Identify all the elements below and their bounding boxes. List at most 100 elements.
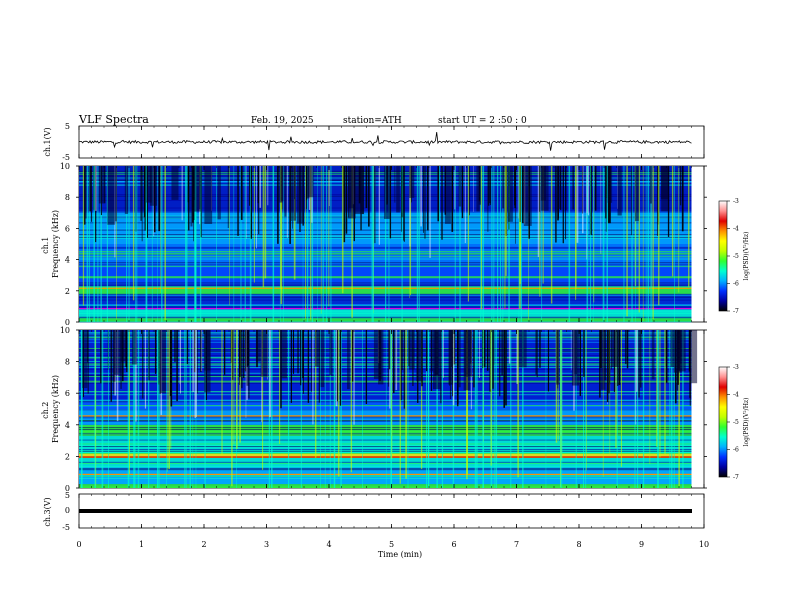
colorbar-tick-label: -4 <box>733 226 739 233</box>
sferic-streak <box>317 166 318 322</box>
sferic-streak <box>678 330 680 487</box>
sferic-streak <box>133 330 134 488</box>
ch2-spec-ylabel: ch.2 Frequency (kHz) <box>41 375 60 443</box>
station-label: station=ATH <box>343 116 402 126</box>
sferic-streak <box>609 330 611 455</box>
sferic-streak <box>158 330 160 385</box>
sferic-streak <box>199 166 202 322</box>
sferic-streak <box>311 166 314 322</box>
sferic-streak <box>258 166 260 235</box>
sferic-streak <box>482 330 484 488</box>
sferic-streak <box>480 166 482 322</box>
sferic-streak <box>615 330 617 449</box>
sferic-streak <box>232 330 234 380</box>
sferic-streak <box>279 330 281 444</box>
spectral-line <box>79 449 692 450</box>
spectral-line <box>79 394 692 396</box>
dark-patch <box>82 330 88 389</box>
spectral-line <box>79 431 692 432</box>
sferic-streak <box>290 330 292 403</box>
sferic-streak <box>89 166 91 212</box>
sferic-streak <box>227 166 229 229</box>
sferic-streak <box>645 166 647 322</box>
sferic-streak <box>388 166 390 322</box>
spectral-line <box>79 367 692 368</box>
spectral-line <box>79 462 692 464</box>
colorbar-tick-label: -7 <box>733 474 739 481</box>
sferic-streak <box>405 330 407 479</box>
sferic-streak <box>401 330 403 370</box>
sferic-streak <box>489 166 491 204</box>
sferic-streak <box>300 330 302 488</box>
sferic-streak <box>389 330 391 409</box>
spectral-line <box>79 446 692 447</box>
sferic-streak <box>141 166 143 242</box>
strong-spectral-line <box>79 456 692 458</box>
spectral-line <box>79 399 692 401</box>
sferic-streak <box>335 330 338 407</box>
ch1-colorbar: -3 -4 -5 -6 -7 log(PSD)(V²/Hz) <box>718 198 750 315</box>
sferic-streak <box>499 330 501 397</box>
sferic-streak <box>161 166 163 322</box>
xtick-label: 5 <box>389 540 394 549</box>
sferic-streak <box>137 330 140 488</box>
sferic-streak <box>528 166 529 320</box>
ch3-waveform-panel: 5 0 -5 ch.3(V) <box>43 491 705 532</box>
sferic-streak <box>350 330 353 473</box>
figure-title: VLF Spectra <box>78 113 149 126</box>
sferic-streak <box>128 330 130 488</box>
sferic-streak <box>300 330 302 386</box>
dark-patch <box>329 330 333 376</box>
sferic-streak <box>502 166 504 322</box>
spectral-line <box>79 361 692 362</box>
sferic-streak <box>302 330 304 379</box>
sferic-streak <box>262 330 264 470</box>
ch2-colorbar-label: log(PSD)(V²/Hz) <box>743 398 750 447</box>
spectral-line <box>79 450 692 452</box>
spectral-line <box>79 477 692 479</box>
sferic-streak <box>95 166 97 211</box>
spectral-line <box>79 401 692 403</box>
sferic-streak <box>595 166 597 211</box>
sferic-streak <box>473 330 475 388</box>
sferic-streak <box>312 330 314 425</box>
sferic-streak <box>223 330 226 375</box>
sferic-streak <box>328 166 330 307</box>
sferic-streak <box>389 330 391 370</box>
sferic-streak <box>292 166 293 229</box>
sferic-streak <box>371 166 373 322</box>
spectral-line <box>79 356 692 358</box>
sferic-streak <box>184 330 186 488</box>
sferic-streak <box>681 166 684 232</box>
dark-patch <box>98 166 106 204</box>
sferic-streak <box>391 330 393 460</box>
ch2-spectrogram-panel: 0 2 4 6 8 10 ch.2 Frequency (kHz) <box>41 326 707 493</box>
sferic-streak <box>168 330 170 470</box>
sferic-streak <box>667 166 670 237</box>
dark-patch <box>396 166 400 213</box>
sferic-streak <box>539 330 541 368</box>
sferic-streak <box>495 330 498 488</box>
sferic-streak <box>479 330 480 378</box>
spectral-line <box>79 375 692 376</box>
ch1-waveform-line <box>79 131 692 151</box>
sferic-streak <box>169 330 172 397</box>
sferic-streak <box>272 166 275 322</box>
ch2-spec-ylabel-channel: ch.2 <box>41 402 50 419</box>
dark-patch <box>296 166 305 224</box>
ytick-label: 8 <box>65 193 70 202</box>
sferic-streak <box>132 166 135 301</box>
sferic-streak <box>522 330 524 488</box>
sferic-streak <box>659 330 661 458</box>
sferic-streak <box>464 166 466 244</box>
sferic-streak <box>576 166 579 243</box>
dark-patch <box>146 166 152 203</box>
sferic-streak <box>200 330 202 372</box>
sferic-streak <box>635 330 637 425</box>
sferic-streak <box>575 330 577 488</box>
dark-patch <box>600 330 606 390</box>
time-axis: 0 1 2 3 4 5 6 7 8 9 10 <box>76 126 709 549</box>
sferic-streak <box>264 166 267 279</box>
sferic-streak <box>420 166 422 227</box>
